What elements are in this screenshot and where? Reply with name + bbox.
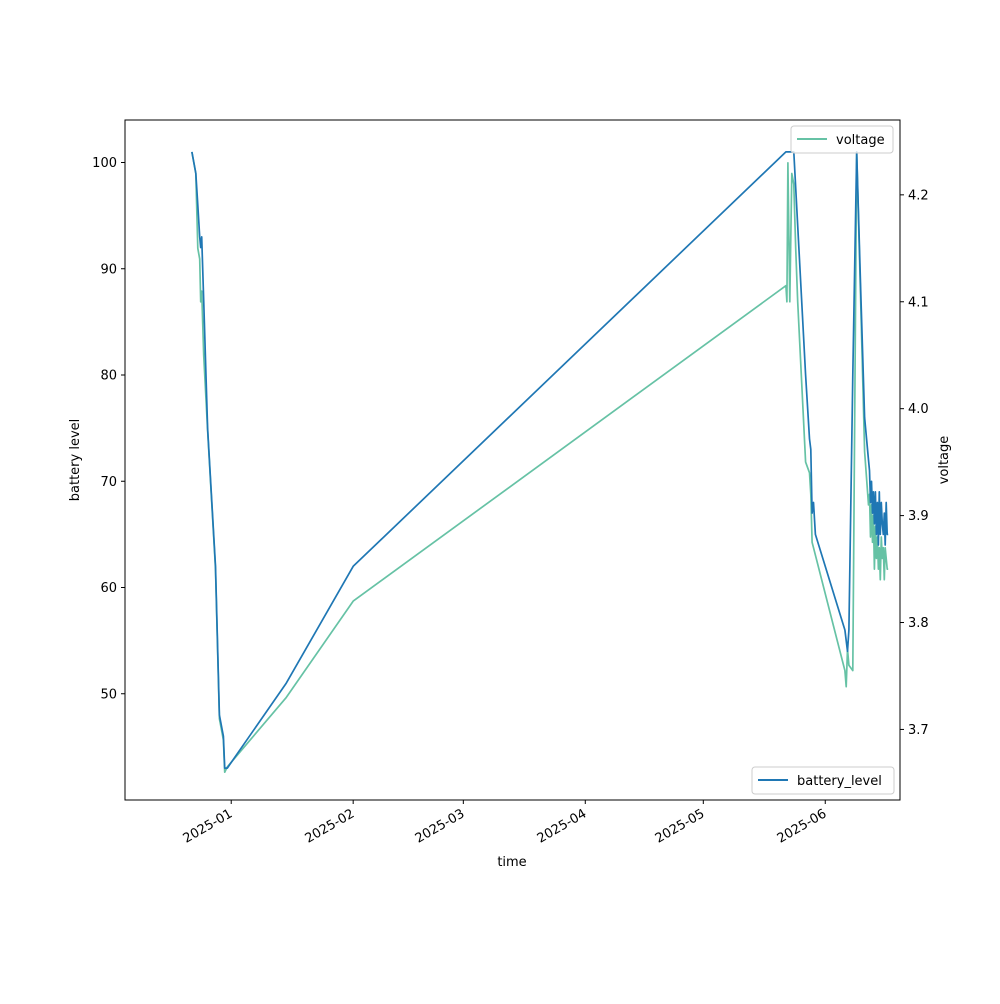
y-left-axis-label: battery level	[68, 419, 83, 502]
plot-area	[124, 119, 901, 801]
legend-battery-box	[751, 766, 895, 795]
y-left-tick-label: 60	[100, 581, 117, 596]
plot-frame	[124, 119, 901, 801]
y-right-tick-label: 4.2	[908, 188, 929, 203]
y-right-tick-label: 4.1	[908, 295, 929, 310]
y-left-tick-label: 90	[100, 262, 117, 277]
y-right-tick-label: 3.9	[908, 509, 929, 524]
y-right-tick-label: 3.7	[908, 723, 929, 738]
x-tick-label: 2025-04	[535, 806, 590, 846]
legend-voltage-label: voltage	[836, 133, 885, 148]
series-layer	[191, 151, 889, 774]
x-tick-label: 2025-02	[303, 806, 358, 846]
x-tick-label: 2025-05	[653, 806, 708, 846]
series-line-battery-level	[191, 151, 889, 769]
legend-voltage-box	[790, 125, 894, 154]
y-right-axis-label: voltage	[937, 436, 952, 485]
y-left-tick-label: 50	[100, 687, 117, 702]
y-left-tick-label: 100	[92, 156, 117, 171]
series-line-voltage	[191, 151, 889, 774]
y-right-tick-label: 3.8	[908, 616, 929, 631]
legend-battery-label: battery_level	[797, 774, 882, 789]
x-tick-label: 2025-01	[181, 806, 236, 846]
y-right-tick-label: 4.0	[908, 402, 929, 417]
x-tick-label: 2025-06	[775, 806, 830, 846]
y-right-axis: 3.7 3.8 3.9 4.0 4.1 4.2	[900, 188, 929, 738]
y-left-tick-label: 70	[100, 475, 117, 490]
x-axis-label: time	[497, 855, 526, 870]
legend-voltage: voltage	[790, 125, 894, 154]
x-axis: 2025-01 2025-02 2025-03 2025-04 2025-05 2025-…	[181, 800, 830, 847]
y-left-tick-label: 80	[100, 369, 117, 384]
x-tick-label: 2025-03	[413, 806, 468, 846]
y-left-axis: 50 60 70 80 90 100	[92, 156, 125, 702]
legend-battery-level: battery_level	[751, 766, 895, 795]
